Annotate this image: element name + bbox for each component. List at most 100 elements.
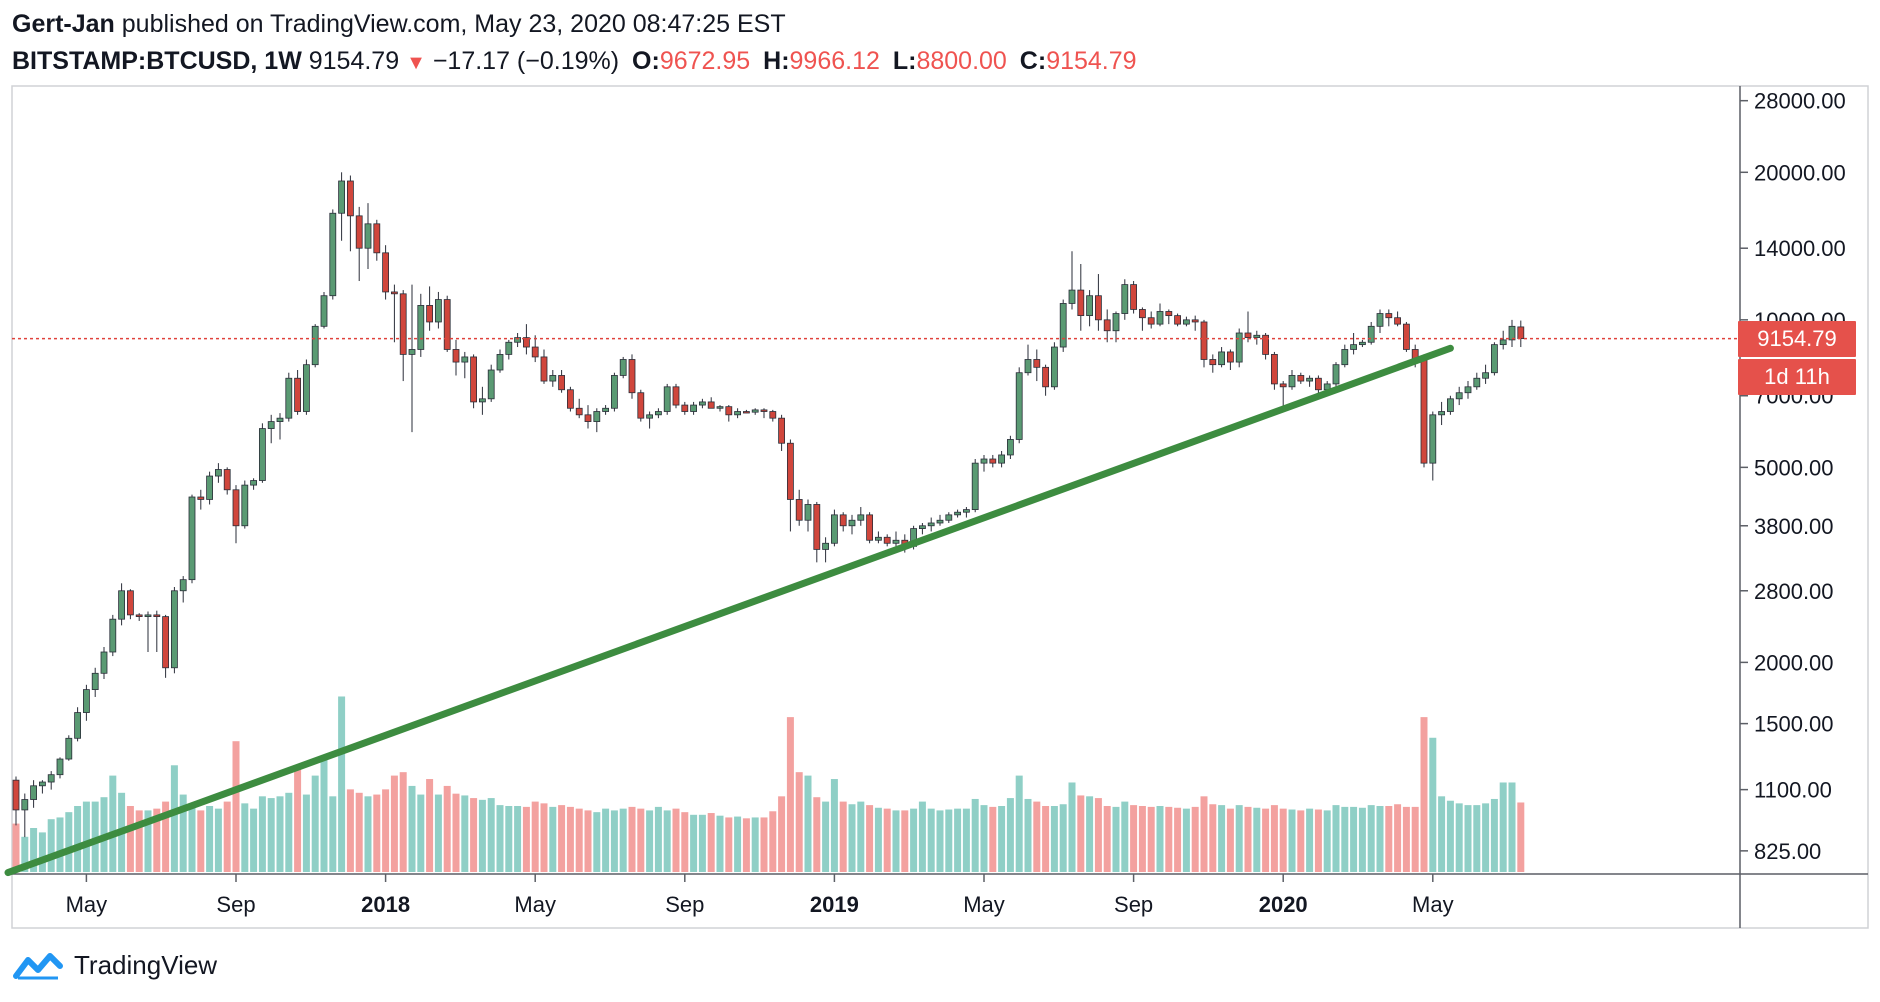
volume-bar (461, 795, 469, 872)
candle-body (655, 411, 662, 416)
candle (1455, 386, 1463, 406)
candle (1165, 309, 1173, 325)
candle (787, 439, 794, 532)
volume-bar (276, 796, 284, 872)
candlestick-series (12, 172, 1525, 838)
volume-bar (12, 823, 20, 872)
candle-body (1271, 354, 1278, 385)
candle-body (65, 737, 73, 760)
trendline[interactable] (4, 344, 1454, 877)
candle (1086, 290, 1093, 327)
candle (320, 291, 328, 329)
candle-body (1262, 334, 1269, 355)
candle-body (1095, 295, 1102, 321)
candle (1139, 307, 1146, 331)
candle (399, 290, 407, 382)
candle (1508, 319, 1516, 348)
candle (857, 507, 865, 526)
volume-bar (1209, 804, 1217, 872)
volume-bar (1050, 806, 1058, 872)
last-price: 9154.79 (308, 47, 400, 75)
volume-bar (443, 785, 451, 872)
volume-bar (56, 817, 64, 872)
price-tick-label: 2800.00 (1754, 579, 1834, 604)
volume-bar (672, 808, 680, 872)
volume-bar (1279, 808, 1287, 872)
low-label: L: (892, 47, 917, 75)
author-name[interactable]: Gert-Jan (12, 10, 115, 38)
candle-body (523, 337, 530, 348)
candle (170, 587, 178, 674)
candle-body (980, 458, 988, 464)
candle-body (382, 252, 390, 293)
candle-body (531, 346, 539, 358)
candle (364, 203, 372, 269)
candle-body (954, 511, 961, 516)
published-text: published on TradingView.com, May 23, 20… (121, 10, 786, 38)
candle-body (56, 758, 64, 776)
candle (206, 471, 214, 505)
volume-bar (540, 803, 548, 872)
candle (558, 370, 565, 393)
candle (56, 757, 64, 779)
candle-body (1447, 398, 1454, 412)
volume-bar (232, 741, 240, 872)
candle (162, 614, 170, 678)
candle (285, 372, 293, 422)
candle (1491, 342, 1498, 376)
candle-body (743, 411, 750, 414)
candle (681, 401, 689, 415)
volume-bar (998, 806, 1006, 872)
price-axis[interactable]: 28000.0020000.0014000.0010000.007000.005… (1740, 89, 1846, 864)
volume-bar (373, 794, 381, 872)
candle-body (787, 442, 794, 500)
candle (390, 284, 398, 343)
volume-bar (30, 828, 38, 872)
candle (109, 614, 117, 657)
candle (883, 534, 891, 547)
footer[interactable]: TradingView (12, 950, 217, 981)
candle-body (716, 406, 724, 409)
candle (329, 209, 337, 300)
candle-body (329, 212, 337, 297)
candle (197, 489, 205, 510)
candle (12, 776, 20, 826)
candle-body (1429, 414, 1437, 464)
time-tick-label: 2019 (810, 892, 859, 917)
time-axis[interactable]: May Sep 2018 May Sep 2019 May Sep 2020 May (66, 874, 1454, 917)
volume-bar (778, 796, 786, 872)
candle-body (1359, 341, 1366, 346)
volume-bar (558, 805, 566, 872)
candle (567, 386, 574, 412)
volume-bar (1059, 804, 1067, 872)
candle (725, 405, 733, 422)
candle (74, 707, 81, 742)
candle (443, 295, 451, 352)
volume-bar (848, 804, 856, 872)
volume-bar (813, 797, 821, 872)
volume-bar (892, 810, 900, 872)
trendline-segment[interactable] (4, 344, 1454, 877)
candle-body (857, 514, 865, 521)
candle (294, 370, 302, 415)
volume-bar (927, 808, 935, 872)
candle-body (250, 480, 258, 486)
price-tick-label: 20000.00 (1754, 160, 1846, 185)
candle (417, 293, 425, 357)
candle (707, 397, 715, 409)
candle-body (1508, 325, 1516, 341)
candle-body (1218, 351, 1225, 366)
candle (1473, 372, 1481, 390)
symbol-name[interactable]: BITSTAMP:BTCUSD, 1W (12, 47, 302, 75)
candle (250, 478, 258, 490)
volume-bar (1499, 782, 1507, 872)
candle-body (1068, 289, 1076, 304)
volume-bar (1094, 798, 1102, 872)
volume-bar (1438, 796, 1446, 872)
volume-bar (47, 819, 55, 872)
candle (1438, 401, 1445, 426)
candle (426, 286, 434, 331)
candle-body (267, 421, 275, 429)
volume-bar (408, 785, 416, 872)
